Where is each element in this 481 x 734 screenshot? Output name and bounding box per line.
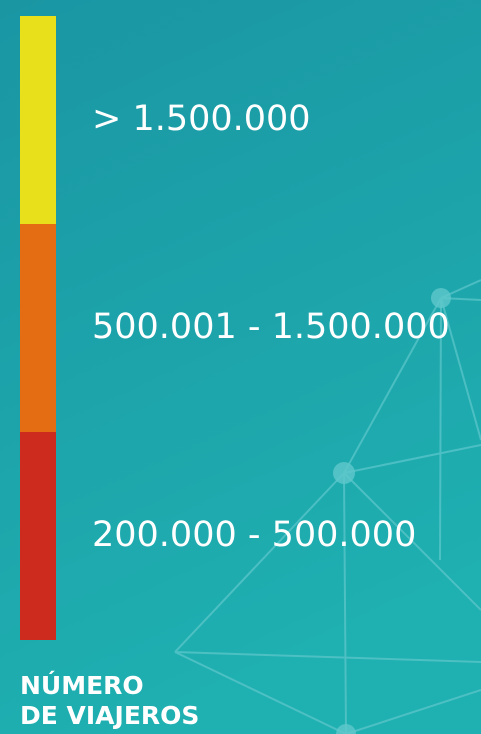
network-nodes — [333, 288, 451, 734]
color-swatch — [20, 224, 56, 432]
range-label: 500.001 - 1.500.000 — [92, 307, 450, 347]
color-swatch — [20, 16, 56, 224]
legend-title: NÚMERO — [20, 670, 144, 700]
network-decoration — [174, 279, 481, 734]
legend-title: DE VIAJEROS — [20, 701, 199, 730]
range-label: > 1.500.000 — [92, 99, 311, 139]
color-swatch — [20, 432, 56, 640]
range-label: 200.000 - 500.000 — [92, 515, 416, 555]
